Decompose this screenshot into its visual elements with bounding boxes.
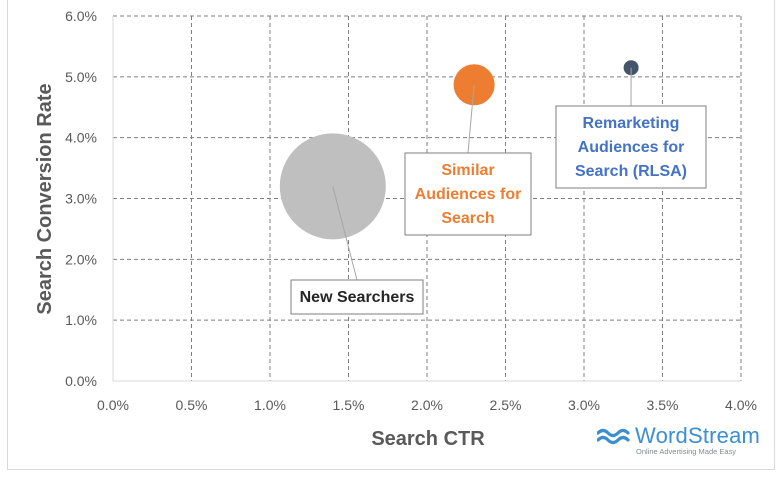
y-tick-label: 1.0% [65,312,97,328]
x-tick-label: 0.5% [176,397,208,413]
callout-box-1 [404,152,532,236]
x-axis-title: Search CTR [371,428,485,450]
callout-leader-1 [467,84,475,154]
y-tick-label: 3.0% [65,191,97,207]
y-tick-label: 0.0% [65,373,97,389]
y-axis-ticks: 0.0% 1.0% 2.0% 3.0% 4.0% 5.0% 6.0% [65,8,97,389]
x-tick-label: 3.0% [568,397,600,413]
wave-icon [597,428,630,445]
bubble-label-0: New Searchers [300,289,415,306]
y-tick-label: 4.0% [65,130,97,146]
bubble-label-2: Remarketing [583,115,680,132]
x-tick-label: 0.0% [97,397,129,413]
x-tick-label: 1.5% [333,397,365,413]
y-tick-label: 6.0% [65,8,97,24]
bubble-label-2: Audiences for [578,139,685,156]
x-axis-ticks: 0.0% 0.5% 1.0% 1.5% 2.0% 2.5% 3.0% 3.5% 4.0% [97,397,757,413]
bubble-label-1: Similar [441,162,494,179]
callouts: New Searchers Similar Audiences for Search R… [290,67,707,315]
bubble-label-1: Search [441,210,494,227]
callout-box-2 [555,105,707,189]
logo-tagline: Online Advertising Made Easy [636,447,737,456]
x-tick-label: 3.5% [647,397,679,413]
y-axis-title: Search Conversion Rate [34,83,56,314]
x-tick-label: 1.0% [254,397,286,413]
wordstream-logo: WordStream Online Advertising Made Easy [597,423,761,459]
callout-leader-0 [332,186,358,281]
x-tick-label: 4.0% [725,397,757,413]
chart-frame [7,0,775,470]
x-tick-label: 2.5% [490,397,522,413]
logo-wordmark: WordStream [635,423,761,448]
bubble-label-2: Search (RLSA) [575,163,687,180]
y-tick-label: 2.0% [65,251,97,267]
y-tick-label: 5.0% [65,69,97,85]
callout-box-0 [290,279,424,315]
bubble-label-1: Audiences for [415,186,522,203]
x-tick-label: 2.0% [411,397,443,413]
